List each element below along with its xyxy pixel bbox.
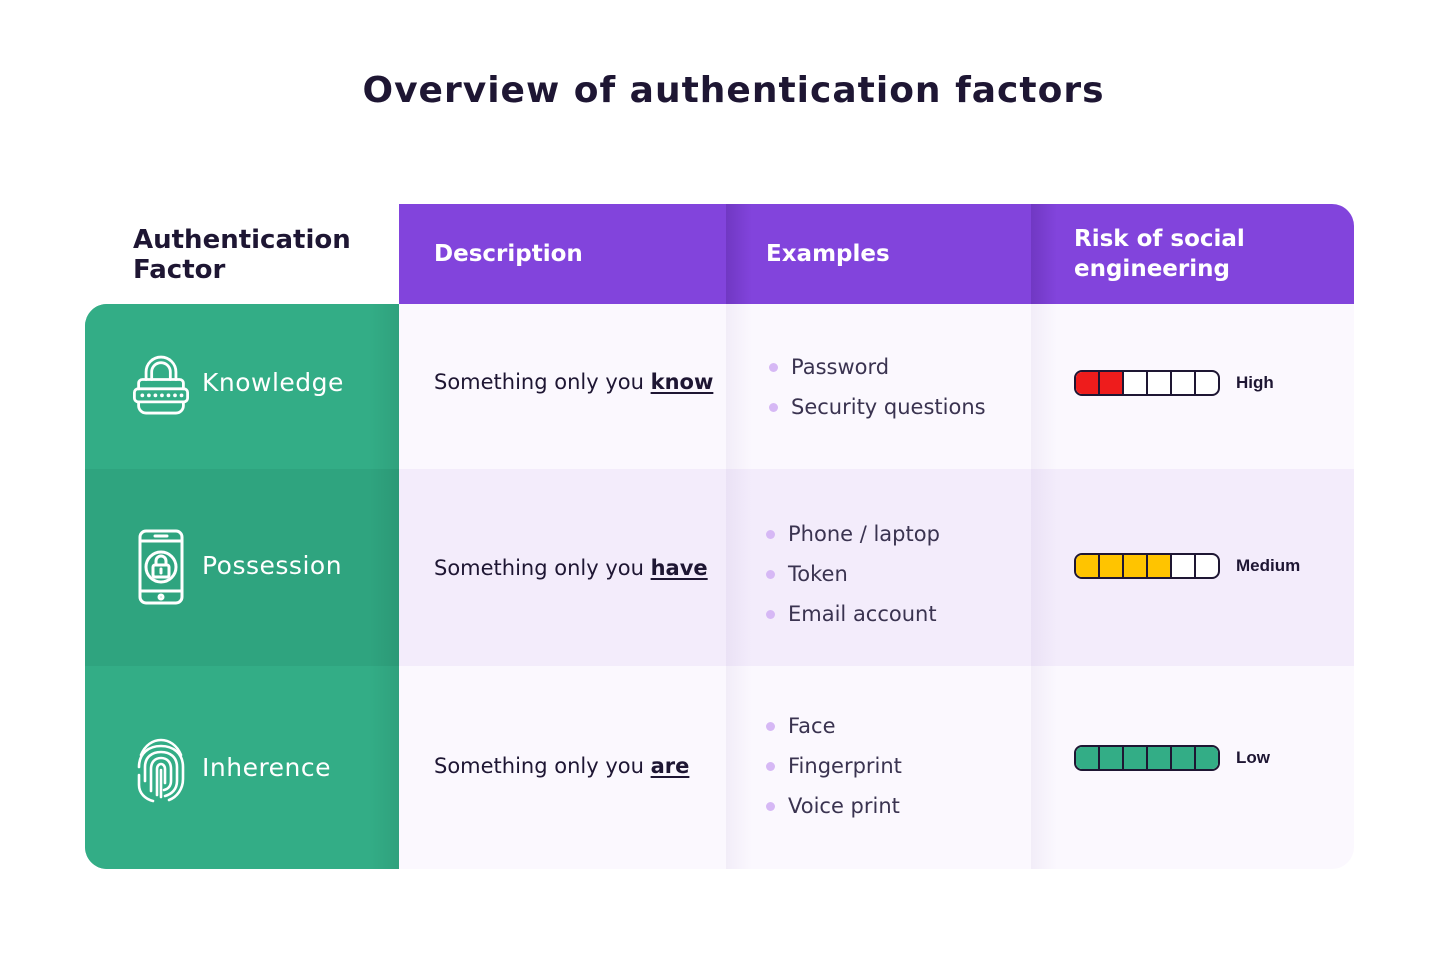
risk-segment-filled [1076,555,1100,577]
factor-column: Knowledge Possession [85,304,399,869]
factor-knowledge: Knowledge [85,304,399,469]
risk-meter [1074,553,1220,579]
table-row: Something only you know Password Securit… [399,304,1354,469]
risk-segment-filled [1076,372,1100,394]
list-item: Security questions [769,387,986,427]
examples-list: Phone / laptop Token Email account [766,514,940,634]
column-header-factor: Authentication Factor [133,225,351,285]
risk-segment-filled [1100,372,1124,394]
description-emphasis: know [650,370,714,394]
description-cell: Something only you are [399,666,726,869]
risk-segment-filled [1100,555,1124,577]
risk-segment-filled [1076,747,1100,769]
risk-segment-filled [1100,747,1124,769]
description-text: Something only you know [434,370,714,394]
page-title: Overview of authentication factors [362,70,1105,111]
risk-cell: Medium [1031,469,1354,666]
factors-table: Something only you know Password Securit… [399,304,1354,869]
column-header-description: Description [434,241,583,267]
list-item: Password [769,347,986,387]
risk-segment-filled [1172,747,1196,769]
examples-cell: Password Security questions [726,304,1031,469]
list-item: Voice print [766,786,902,826]
examples-list: Face Fingerprint Voice print [766,706,902,826]
examples-cell: Face Fingerprint Voice print [726,666,1031,869]
description-cell: Something only you know [399,304,726,469]
description-cell: Something only you have [399,469,726,666]
factor-label: Possession [202,551,343,580]
list-item: Face [766,706,902,746]
risk-label: Low [1236,748,1270,767]
risk-segment-filled [1124,747,1148,769]
examples-cell: Phone / laptop Token Email account [726,469,1031,666]
description-emphasis: are [650,754,690,778]
fingerprint-icon [133,732,189,808]
risk-segment-empty [1196,555,1218,577]
factor-label: Inherence [202,753,332,782]
list-item: Token [766,554,940,594]
description-text: Something only you are [434,754,690,778]
factor-possession: Possession [85,469,399,666]
risk-label: Medium [1236,556,1301,575]
risk-segment-empty [1196,372,1218,394]
risk-segment-empty [1172,555,1196,577]
risk-meter [1074,370,1220,396]
column-header-examples: Examples [766,241,890,267]
risk-segment-filled [1148,747,1172,769]
risk-label: High [1236,373,1274,392]
table-header: Description Examples Risk of social engi… [399,204,1354,304]
description-emphasis: have [650,556,708,580]
column-header-risk: Risk of social engineering [1074,226,1245,282]
list-item: Email account [766,594,940,634]
table-row: Something only you have Phone / laptop T… [399,469,1354,666]
table-row: Something only you are Face Fingerprint … [399,666,1354,869]
examples-list: Password Security questions [769,347,986,427]
factor-inherence: Inherence [85,666,399,869]
risk-segment-empty [1148,372,1172,394]
risk-segment-filled [1196,747,1218,769]
risk-segment-filled [1124,555,1148,577]
risk-meter [1074,745,1220,771]
risk-segment-empty [1124,372,1148,394]
factor-label: Knowledge [202,368,344,397]
list-item: Phone / laptop [766,514,940,554]
padlock-password-icon [133,348,189,424]
risk-cell: High [1031,304,1354,469]
description-text: Something only you have [434,556,708,580]
list-item: Fingerprint [766,746,902,786]
risk-segment-filled [1148,555,1172,577]
risk-cell: Low [1031,666,1354,869]
risk-segment-empty [1172,372,1196,394]
smartphone-lock-icon [133,529,189,605]
